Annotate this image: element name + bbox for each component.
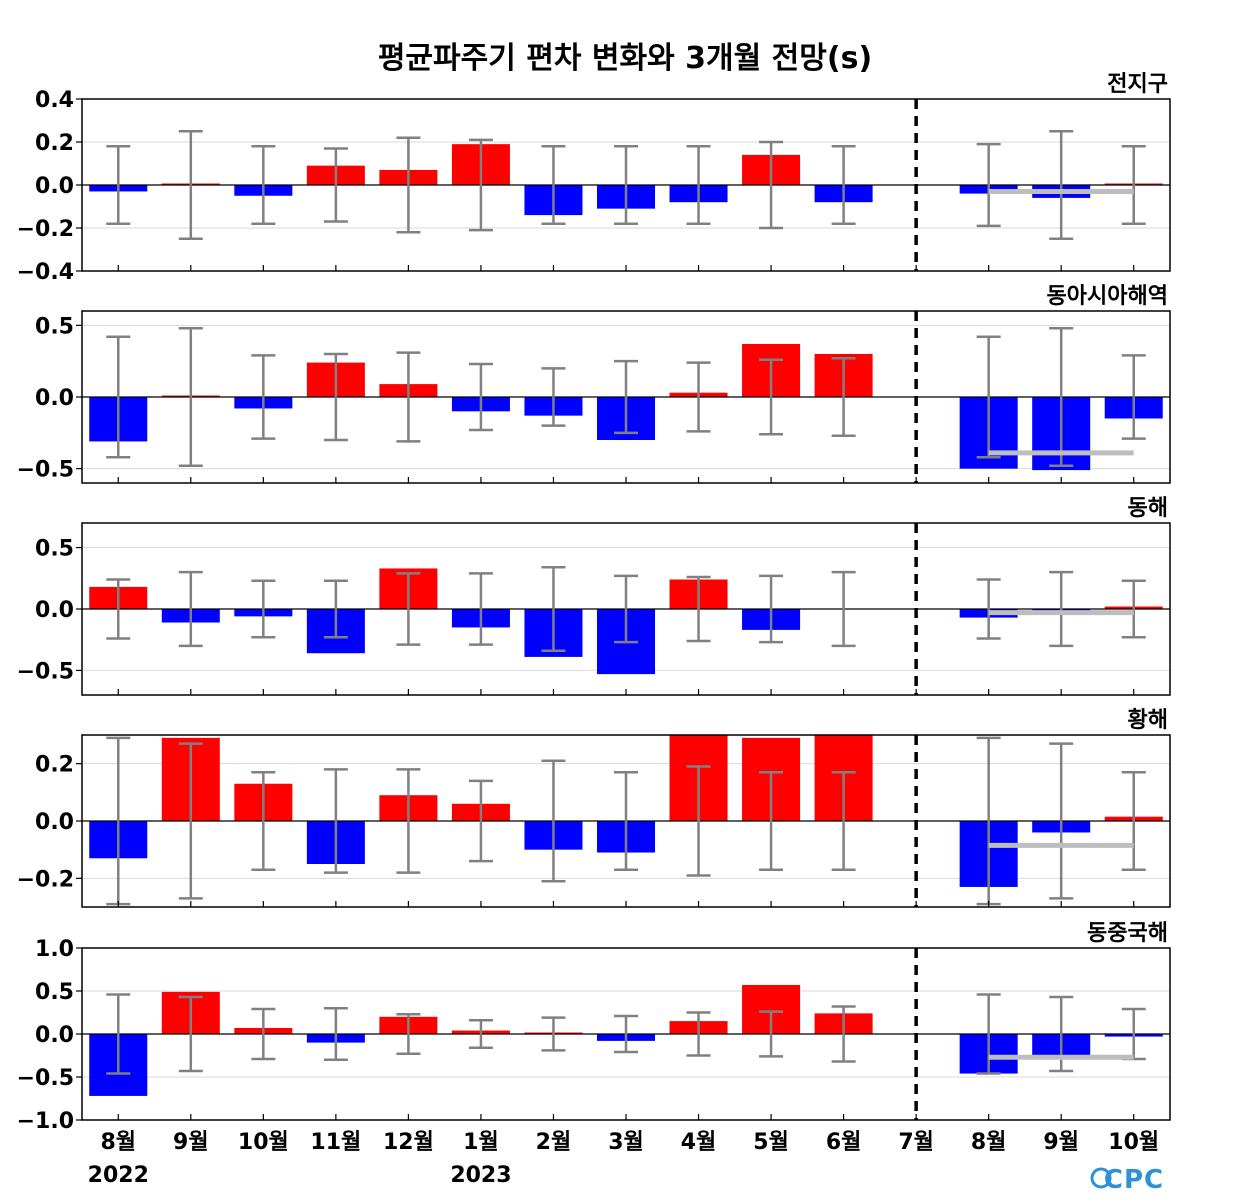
panel-3: −0.5 0.0 0.5 동해	[17, 496, 1171, 696]
panel-4: −0.2 0.0 0.2 황해	[17, 708, 1171, 908]
y-tick-label: 0.5	[35, 980, 74, 1005]
x-tick-label: 4월	[681, 1130, 717, 1155]
x-tick-label: 10월	[1108, 1130, 1159, 1155]
x-tick-label: 2월	[536, 1130, 572, 1155]
panel-1: −0.4 −0.2 0.0 0.2 0.4 전지구	[17, 72, 1171, 285]
y-tick-label: 0.5	[35, 537, 74, 562]
logo-circle	[1090, 1167, 1112, 1189]
panel-5: −1.0 −0.5 0.0 0.5 1.0 동중국해	[17, 921, 1171, 1134]
cpc-logo-mark	[1090, 1167, 1112, 1189]
x-tick-label: 11월	[310, 1130, 361, 1155]
x-tick-label: 1월	[463, 1130, 499, 1155]
region-label: 황해	[1128, 708, 1168, 733]
year-label: 2022	[88, 1163, 149, 1188]
x-tick-label: 6월	[826, 1130, 862, 1155]
y-tick-label: 0.0	[35, 810, 74, 835]
x-tick-label: 8월	[971, 1130, 1007, 1155]
y-tick-label: −1.0	[17, 1109, 74, 1134]
x-tick-label: 9월	[173, 1130, 209, 1155]
y-tick-label: −0.5	[17, 659, 74, 684]
x-tick-label: 9월	[1043, 1130, 1079, 1155]
y-tick-label: 0.2	[35, 753, 74, 778]
x-tick-label: 5월	[753, 1130, 789, 1155]
x-tick-label: 10월	[238, 1130, 289, 1155]
y-tick-label: 0.5	[35, 314, 74, 339]
y-tick-label: 0.4	[35, 88, 74, 113]
region-label: 전지구	[1107, 72, 1168, 97]
region-label: 동아시아해역	[1047, 284, 1168, 309]
x-axis-labels: 8월 9월 10월 11월 12월 1월 2월 3월 4월 5월 6월 7월 8월 9월 10월 2022 20…	[88, 1130, 1160, 1188]
y-tick-label: 0.0	[35, 1023, 74, 1048]
y-tick-label: 0.0	[35, 386, 74, 411]
region-label: 동중국해	[1087, 921, 1168, 946]
panel-2: −0.5 0.0 0.5 동아시아해역	[17, 284, 1171, 484]
y-tick-label: −0.5	[17, 1066, 74, 1091]
panels-layer: −0.4−0.20.00.20.4전지구−0.50.00.5동아시아해역−0.5…	[17, 72, 1171, 1134]
x-tick-label: 7월	[898, 1130, 934, 1155]
y-tick-label: −0.5	[17, 458, 74, 483]
region-label: 동해	[1128, 496, 1168, 521]
year-label: 2023	[450, 1163, 511, 1188]
cpc-logo: CPC	[1104, 1165, 1164, 1195]
chart-title: 평균파주기 편차 변화와 3개월 전망(s)	[378, 41, 872, 76]
y-tick-label: 0.0	[35, 598, 74, 623]
y-tick-label: 0.0	[35, 174, 74, 199]
y-tick-label: −0.4	[17, 260, 74, 285]
y-tick-label: −0.2	[17, 867, 74, 892]
x-tick-label: 8월	[100, 1130, 136, 1155]
y-tick-label: 1.0	[35, 937, 74, 962]
y-tick-label: 0.2	[35, 131, 74, 156]
x-tick-label: 3월	[608, 1130, 644, 1155]
x-tick-label: 12월	[383, 1130, 434, 1155]
y-tick-label: −0.2	[17, 217, 74, 242]
